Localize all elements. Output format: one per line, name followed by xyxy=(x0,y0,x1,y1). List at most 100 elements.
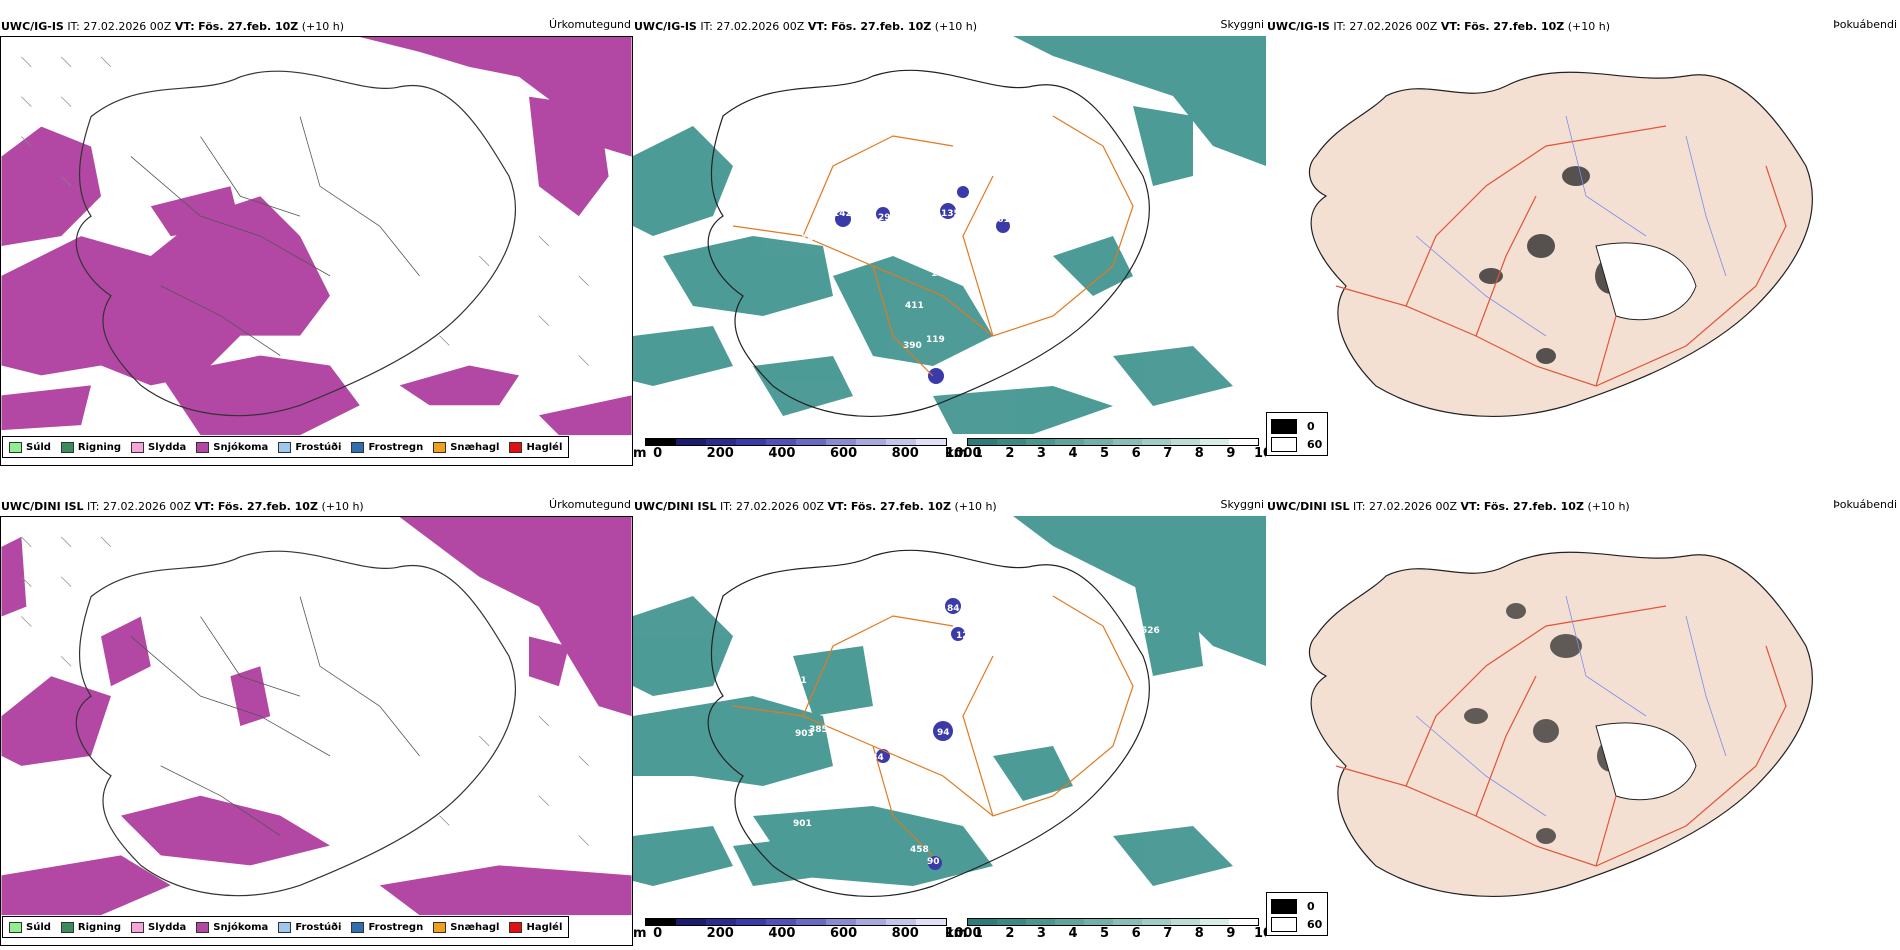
legend-item: Rigning xyxy=(60,921,121,933)
cloud-labels: 142 297 140 277 135 161 184 411 390 119 … xyxy=(801,153,1067,386)
vt-label: VT: xyxy=(1460,500,1481,513)
it-label: IT: xyxy=(67,20,80,33)
fog-key-swatch xyxy=(1271,899,1297,914)
legend-label: Frostregn xyxy=(368,441,424,453)
cloud-label: 390 xyxy=(903,341,922,351)
legend-swatch xyxy=(60,921,74,933)
legend-item: Frostregn xyxy=(351,441,424,453)
fog-map xyxy=(1266,516,1899,914)
cloud-label: 140 xyxy=(801,234,820,244)
tick: 200 xyxy=(706,926,734,941)
legend-swatch xyxy=(351,921,365,933)
legend-item: Haglél xyxy=(509,921,562,933)
panel-title: Þokuábendi xyxy=(1833,18,1897,31)
ceiling-colorbar xyxy=(645,918,947,926)
tick: 800 xyxy=(891,926,919,941)
it-value: 27.02.2026 00Z xyxy=(83,20,172,33)
it-label: IT: xyxy=(700,20,713,33)
tick: 4 xyxy=(1068,926,1078,941)
legend-item: Frostúði xyxy=(278,441,342,453)
visibility-unit: km xyxy=(945,926,968,941)
fog-panel-top: UWC/IG-IS IT: 27.02.2026 00Z VT: Fös. 27… xyxy=(1266,0,1899,470)
it-label: IT: xyxy=(1353,500,1366,513)
fog-key-label: 60 xyxy=(1307,918,1323,931)
legend-item: Haglél xyxy=(509,441,562,453)
fog-panel-bottom: UWC/DINI ISL IT: 27.02.2026 00Z VT: Fös.… xyxy=(1266,480,1899,950)
legend-label: Súld xyxy=(26,921,51,933)
tick: 2 xyxy=(1005,446,1015,461)
vt-label: VT: xyxy=(194,500,215,513)
panel-header: UWC/IG-IS IT: 27.02.2026 00Z VT: Fös. 27… xyxy=(1267,20,1610,33)
cloud-label: 903 xyxy=(795,729,814,739)
panel-title: Skyggni xyxy=(1220,18,1264,31)
lead-time: (+10 h) xyxy=(1567,20,1611,33)
legend-swatch xyxy=(131,441,145,453)
legend-label: Rigning xyxy=(77,441,122,453)
visibility-colorbar xyxy=(967,918,1259,926)
precip-map xyxy=(0,516,633,946)
vt-value: Fös. 27.feb. 10Z xyxy=(831,20,932,33)
legend-item: Slydda xyxy=(131,441,186,453)
panel-header: UWC/IG-IS IT: 27.02.2026 00Z VT: Fös. 27… xyxy=(1,20,344,33)
cloud-panel-top: UWC/IG-IS IT: 27.02.2026 00Z VT: Fös. 27… xyxy=(633,0,1266,470)
cloud-label: 126 xyxy=(956,631,975,641)
fog-key-swatch xyxy=(1271,437,1297,452)
cloud-label: 291 xyxy=(1009,739,1028,749)
legend-label: Frostúði xyxy=(295,921,342,933)
it-value: 27.02.2026 00Z xyxy=(1369,500,1458,513)
legend-swatch xyxy=(433,441,447,453)
cloud-label: 134 xyxy=(865,753,884,763)
tick: 8 xyxy=(1194,926,1204,941)
legend-swatch xyxy=(351,441,365,453)
it-label: IT: xyxy=(720,500,733,513)
it-value: 27.02.2026 00Z xyxy=(736,500,825,513)
tick: 200 xyxy=(706,446,734,461)
legend-label: Frostregn xyxy=(368,921,424,933)
panel-header: UWC/DINI ISL IT: 27.02.2026 00Z VT: Fös.… xyxy=(1,500,364,513)
legend-swatch xyxy=(196,441,210,453)
lead-time: (+10 h) xyxy=(954,500,997,513)
fog-key-top: 0 60 xyxy=(1266,412,1328,456)
tick: 0 xyxy=(653,446,663,461)
tick: 6 xyxy=(1131,446,1141,461)
cloud-label: 458 xyxy=(910,845,929,855)
cloud-labels: 261 526 903 385 94 291 901 458 90 126 13… xyxy=(788,604,1160,867)
legend-swatch xyxy=(60,441,74,453)
tick: 5 xyxy=(1100,926,1110,941)
legend-swatch xyxy=(9,441,22,453)
cloud-label: 144 xyxy=(955,153,974,163)
vt-value: Fös. 27.feb. 10Z xyxy=(198,20,299,33)
legend-label: Slydda xyxy=(148,921,187,933)
ceiling-unit: m xyxy=(633,926,647,941)
it-label: IT: xyxy=(1333,20,1346,33)
precip-panel-top: UWC/IG-IS IT: 27.02.2026 00Z VT: Fös. 27… xyxy=(0,0,633,470)
legend-item: Súld xyxy=(9,441,51,453)
precip-legend: Súld Rigning Slydda Snjókoma Frostúði Fr… xyxy=(2,916,570,938)
legend-item: Rigning xyxy=(60,441,122,453)
tick: 5 xyxy=(1100,446,1110,461)
it-value: 27.02.2026 00Z xyxy=(1349,20,1438,33)
tick: 9 xyxy=(1226,446,1236,461)
legend-item: Snjókoma xyxy=(196,921,268,933)
visibility-colorbar xyxy=(967,438,1259,446)
vt-label: VT: xyxy=(827,500,848,513)
cloud-label: 84 xyxy=(947,604,960,614)
ceiling-colorbar xyxy=(645,438,947,446)
model-name: UWC/IG-IS xyxy=(634,20,697,33)
tick: 3 xyxy=(1036,926,1046,941)
vt-value: Fös. 27.feb. 10Z xyxy=(850,500,951,513)
fog-map xyxy=(1266,36,1899,434)
legend-swatch xyxy=(196,921,210,933)
fog-key-bottom: 0 60 xyxy=(1266,892,1328,936)
panel-header: UWC/IG-IS IT: 27.02.2026 00Z VT: Fös. 27… xyxy=(634,20,977,33)
legend-label: Frostúði xyxy=(295,441,342,453)
legend-label: Snjókoma xyxy=(213,441,269,453)
legend-swatch xyxy=(278,441,292,453)
cloud-label: 261 xyxy=(788,676,807,686)
vt-value: Fös. 27.feb. 10Z xyxy=(1464,20,1565,33)
panel-title: Þokuábendi xyxy=(1833,498,1897,511)
cloud-label: 526 xyxy=(1141,626,1160,636)
vt-label: VT: xyxy=(807,20,828,33)
tick: 800 xyxy=(891,446,919,461)
tick: 1000 xyxy=(945,446,982,461)
